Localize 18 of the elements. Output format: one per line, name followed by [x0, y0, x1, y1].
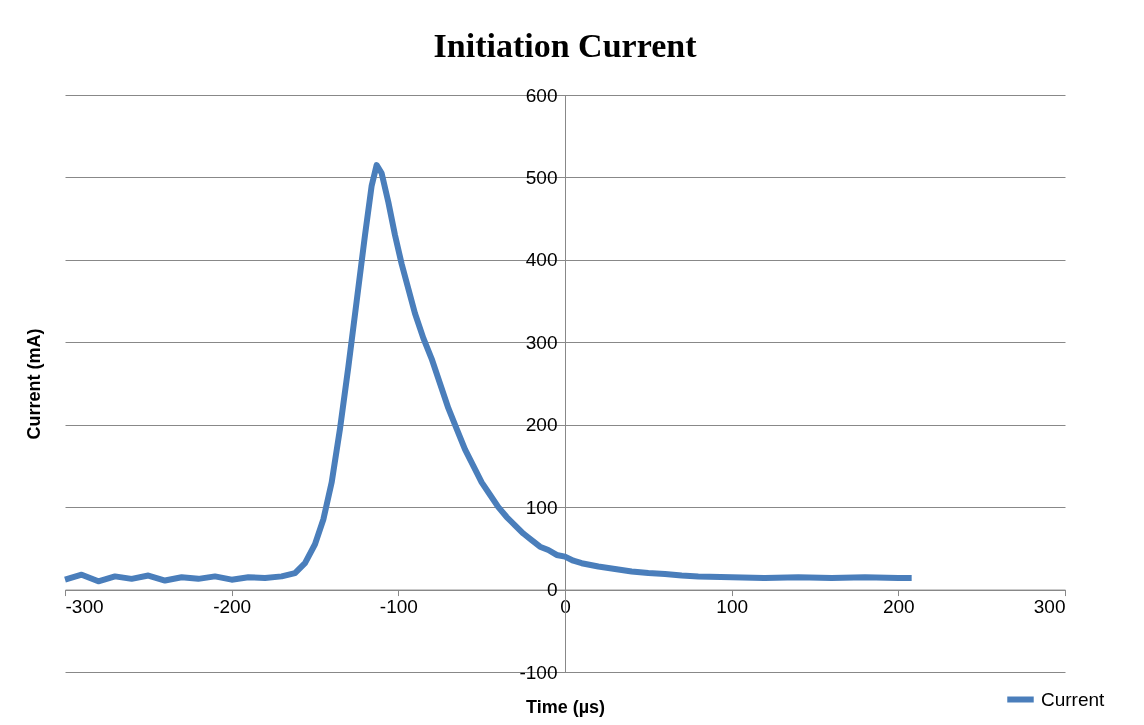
x-axis-title: Time (µs) — [525, 696, 606, 717]
x-tick-label: 100 — [716, 596, 749, 618]
y-tick-label: 300 — [525, 331, 558, 353]
x-tick-label: 200 — [882, 596, 915, 618]
y-tick-label: 0 — [546, 579, 558, 601]
y-axis-title: Current (mA) — [23, 328, 44, 440]
y-tick-label: 500 — [525, 166, 558, 188]
y-tick-label: 100 — [525, 496, 558, 518]
x-tick-label: -300 — [65, 596, 104, 618]
y-tick-label: 600 — [525, 84, 558, 106]
x-tick-label: -100 — [379, 596, 418, 618]
chart-title: Initiation Current — [433, 27, 698, 64]
x-tick-label: 300 — [1033, 596, 1066, 618]
y-tick-label: 200 — [525, 414, 558, 436]
legend-label: Current — [1041, 688, 1106, 710]
y-tick-label: 400 — [525, 249, 558, 271]
x-tick-label: -200 — [213, 596, 252, 618]
y-tick-label: -100 — [519, 661, 558, 683]
